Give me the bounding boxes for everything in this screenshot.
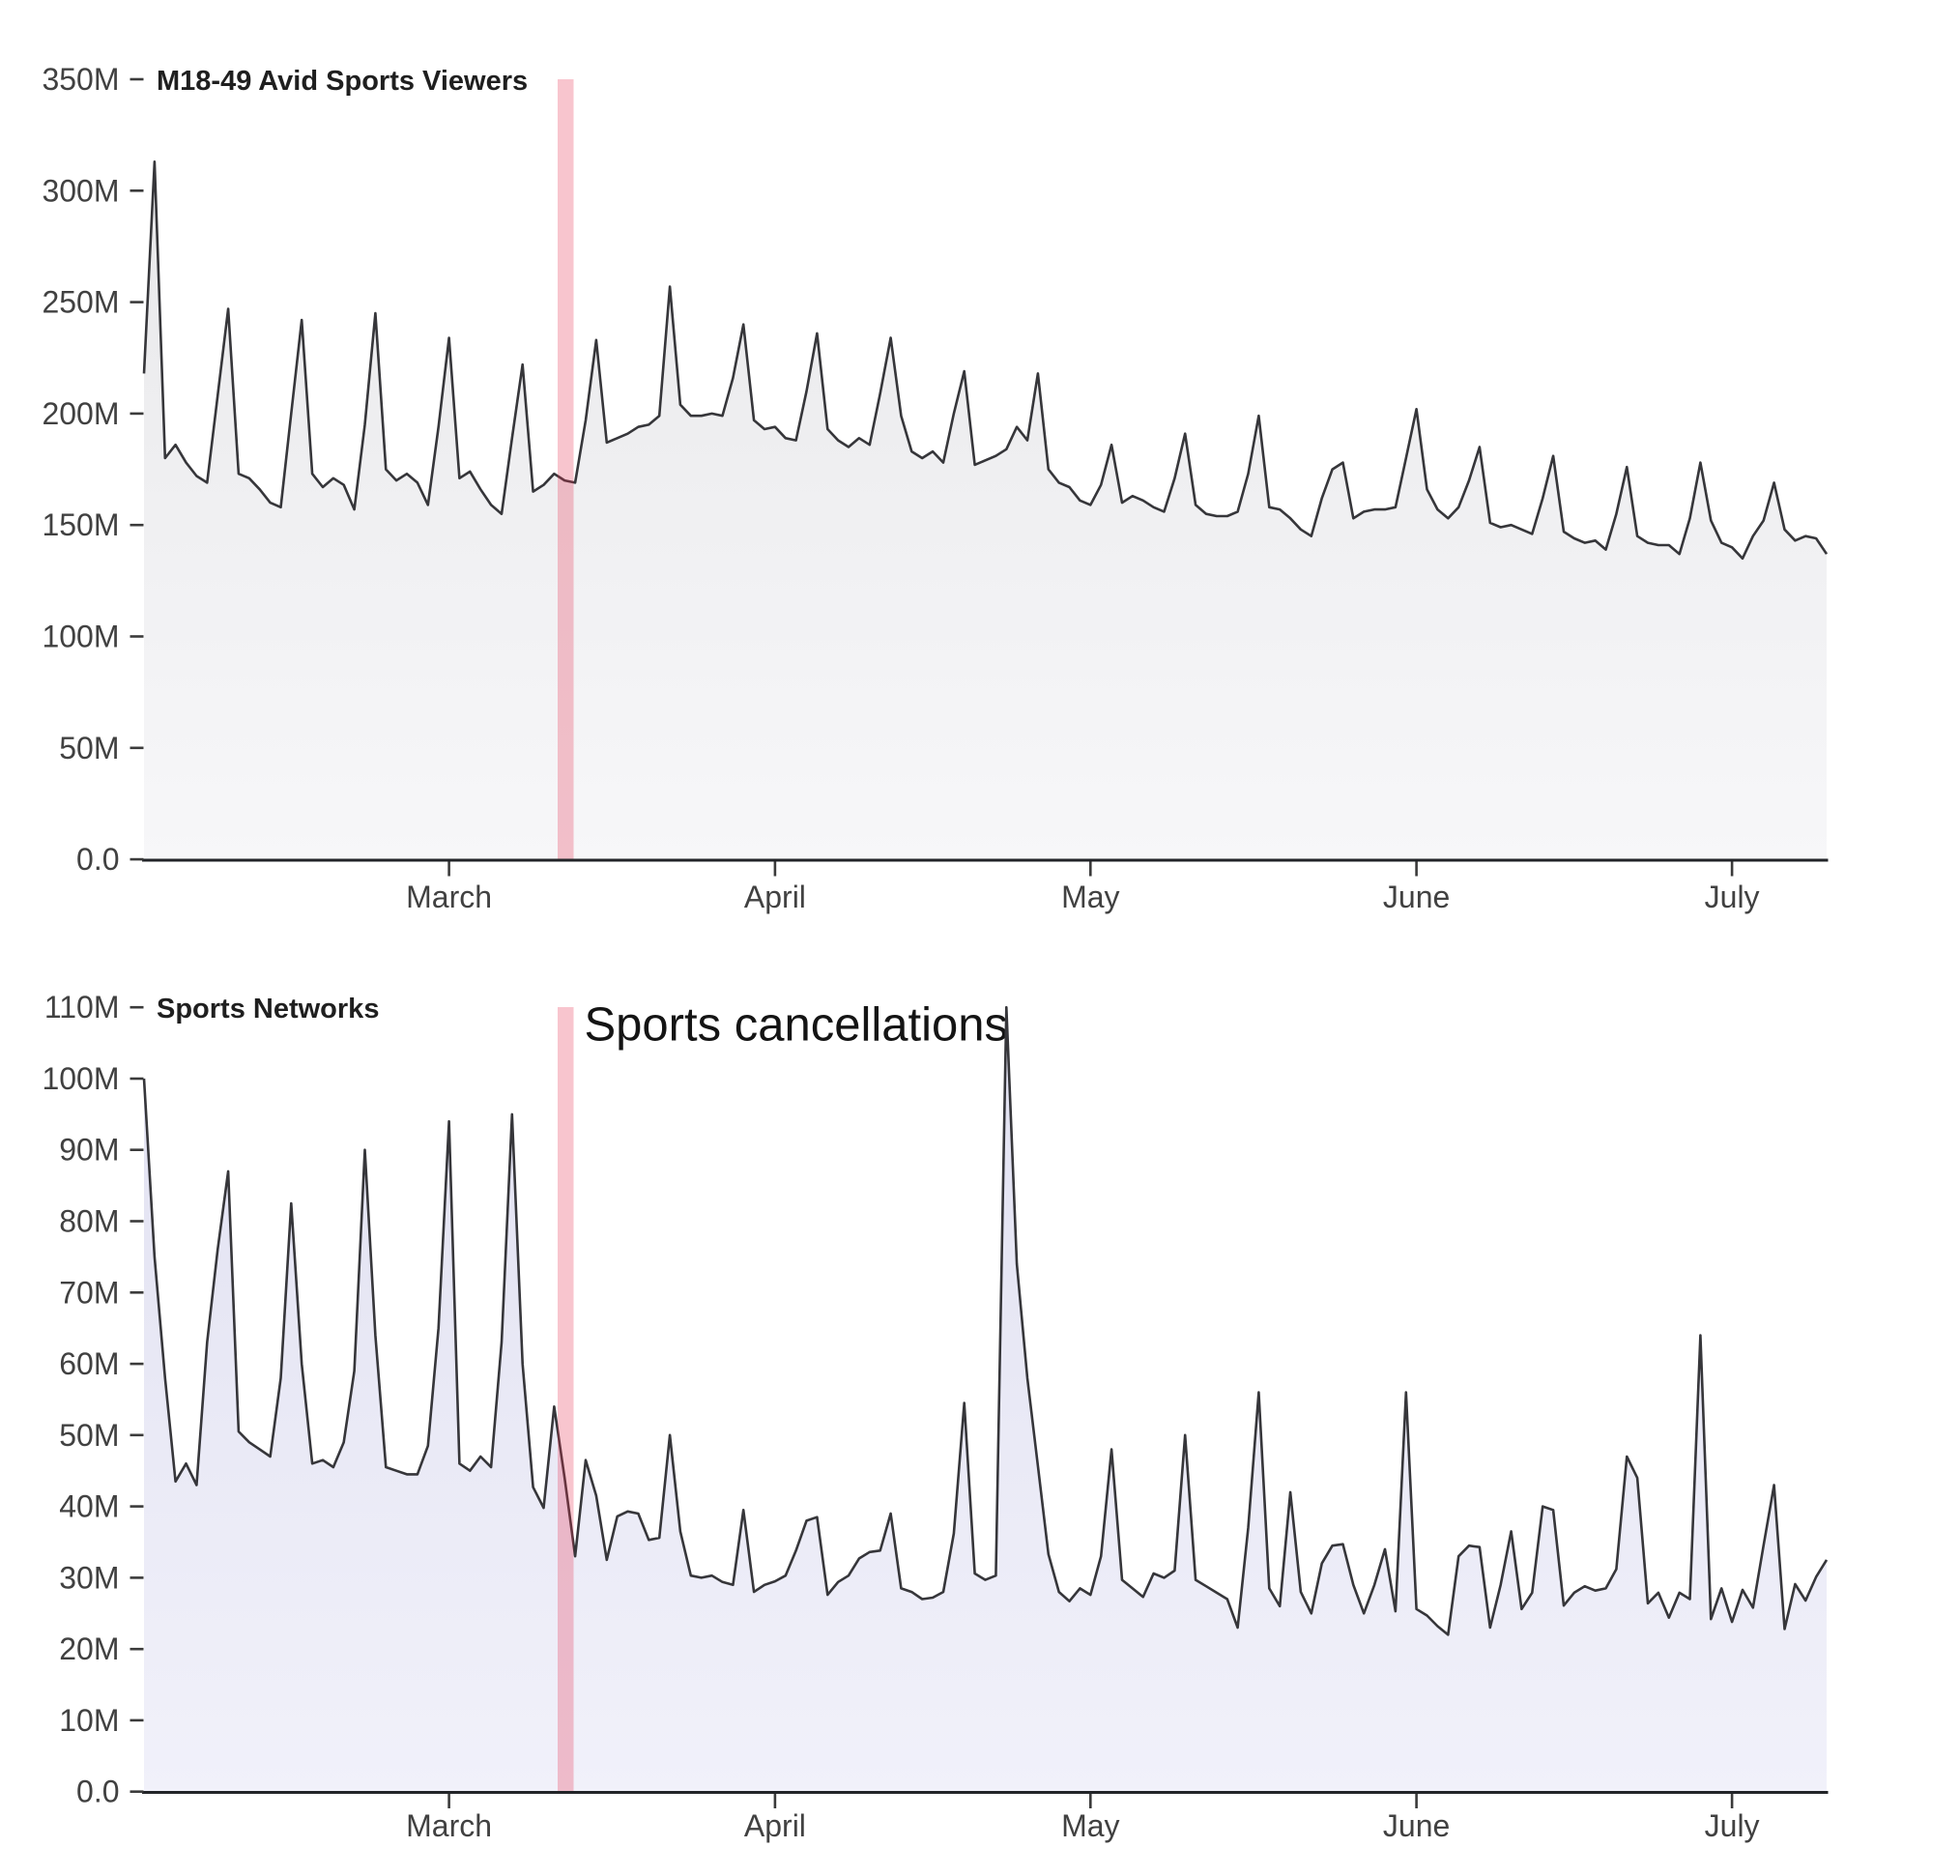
svg-text:May: May <box>1061 880 1119 914</box>
svg-text:30M: 30M <box>59 1560 119 1595</box>
svg-text:80M: 80M <box>59 1204 119 1239</box>
svg-text:40M: 40M <box>59 1489 119 1524</box>
svg-text:0.0: 0.0 <box>76 842 119 877</box>
svg-text:250M: 250M <box>42 285 119 320</box>
svg-text:Sports cancellations: Sports cancellations <box>585 999 1009 1052</box>
svg-text:July: July <box>1705 1808 1760 1843</box>
svg-text:June: June <box>1383 880 1450 914</box>
svg-text:90M: 90M <box>59 1133 119 1168</box>
svg-text:May: May <box>1061 1808 1119 1843</box>
svg-text:50M: 50M <box>59 1418 119 1453</box>
svg-text:200M: 200M <box>42 396 119 431</box>
svg-text:April: April <box>744 1808 806 1843</box>
svg-text:April: April <box>744 880 806 914</box>
svg-text:M18-49 Avid Sports Viewers: M18-49 Avid Sports Viewers <box>157 66 528 97</box>
svg-text:March: March <box>406 1808 492 1843</box>
svg-text:March: March <box>406 880 492 914</box>
svg-text:0.0: 0.0 <box>76 1775 119 1809</box>
svg-text:70M: 70M <box>59 1275 119 1310</box>
svg-text:20M: 20M <box>59 1631 119 1666</box>
svg-text:100M: 100M <box>42 1061 119 1096</box>
svg-text:150M: 150M <box>42 507 119 542</box>
svg-text:100M: 100M <box>42 620 119 654</box>
svg-text:60M: 60M <box>59 1346 119 1381</box>
svg-text:Sports Networks: Sports Networks <box>157 994 379 1025</box>
svg-text:350M: 350M <box>42 62 119 97</box>
svg-text:July: July <box>1705 880 1760 914</box>
svg-text:300M: 300M <box>42 173 119 208</box>
svg-text:50M: 50M <box>59 731 119 765</box>
svg-text:110M: 110M <box>44 990 120 1025</box>
svg-text:June: June <box>1383 1808 1450 1843</box>
svg-text:10M: 10M <box>59 1703 119 1738</box>
